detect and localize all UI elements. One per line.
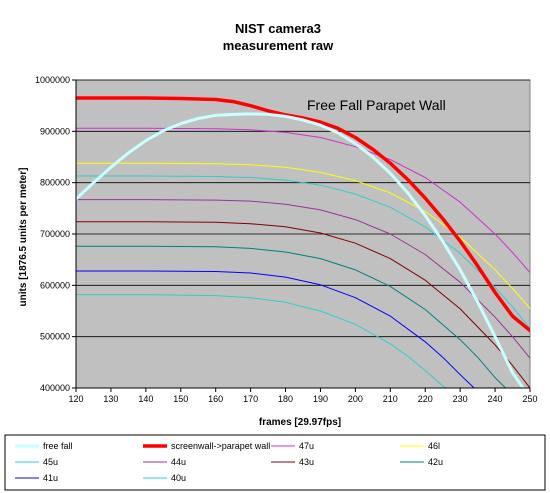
series-line-screenwall-parapet-wall: [76, 96, 530, 333]
x-tick-label: 200: [348, 394, 363, 404]
series-line-free-fall: [76, 112, 525, 388]
series-line-47u: [76, 127, 530, 273]
legend-entry: 47u: [299, 441, 314, 451]
x-tick-label: 150: [173, 394, 188, 404]
y-tick-label: 700000: [40, 229, 70, 239]
series-line-41u: [76, 270, 475, 388]
legend-entry: 41u: [43, 473, 58, 483]
y-tick-label: 400000: [40, 383, 70, 393]
x-tick-label: 190: [313, 394, 328, 404]
legend: free fall screenwall->parapet wall 47u 46l 4…: [4, 434, 546, 491]
legend-entry: 40u: [171, 473, 186, 483]
legend-entry: 46l: [428, 441, 440, 451]
legend-entry: 45u: [43, 457, 58, 467]
chart-annotation: Free Fall Parapet Wall: [307, 97, 446, 113]
legend-entry: free fall: [43, 441, 73, 451]
series-line-43u: [76, 221, 530, 388]
y-axis-label: units [1876.5 units per meter]: [18, 168, 29, 307]
y-tick-label: 900000: [40, 126, 70, 136]
x-axis-label: frames [29.97fps]: [259, 417, 341, 428]
x-tick-label: 140: [138, 394, 153, 404]
x-tick-label: 120: [68, 394, 83, 404]
series-line-40u: [76, 294, 447, 388]
x-tick-label: 160: [208, 394, 223, 404]
legend-entry: 44u: [171, 457, 186, 467]
series-line-44u: [76, 199, 530, 359]
x-tick-label: 180: [278, 394, 293, 404]
legend-entry: screenwall->parapet wall: [171, 441, 270, 451]
legend-entry: 43u: [299, 457, 314, 467]
plot-area: 400000 500000 600000 700000 800000 900000 1000…: [35, 75, 538, 404]
x-tick-label: 210: [383, 394, 398, 404]
series-line-42u: [76, 245, 507, 388]
x-tick-label: 220: [418, 394, 433, 404]
x-tick-label: 230: [453, 394, 468, 404]
y-tick-label: 600000: [40, 280, 70, 290]
y-tick-label: 500000: [40, 332, 70, 342]
x-tick-label: 240: [488, 394, 503, 404]
x-tick-label: 130: [103, 394, 118, 404]
x-tick-label: 250: [522, 394, 537, 404]
series-line-46l: [76, 162, 530, 309]
y-tick-label: 800000: [40, 178, 70, 188]
chart-title-line2: measurement raw: [223, 38, 334, 53]
series-lines: [76, 96, 530, 388]
y-tick-label: 1000000: [35, 75, 70, 85]
x-tick-label: 170: [243, 394, 258, 404]
series-line-45u: [76, 175, 530, 329]
legend-entry: 42u: [428, 457, 443, 467]
chart-title-line1: NIST camera3: [235, 21, 321, 36]
